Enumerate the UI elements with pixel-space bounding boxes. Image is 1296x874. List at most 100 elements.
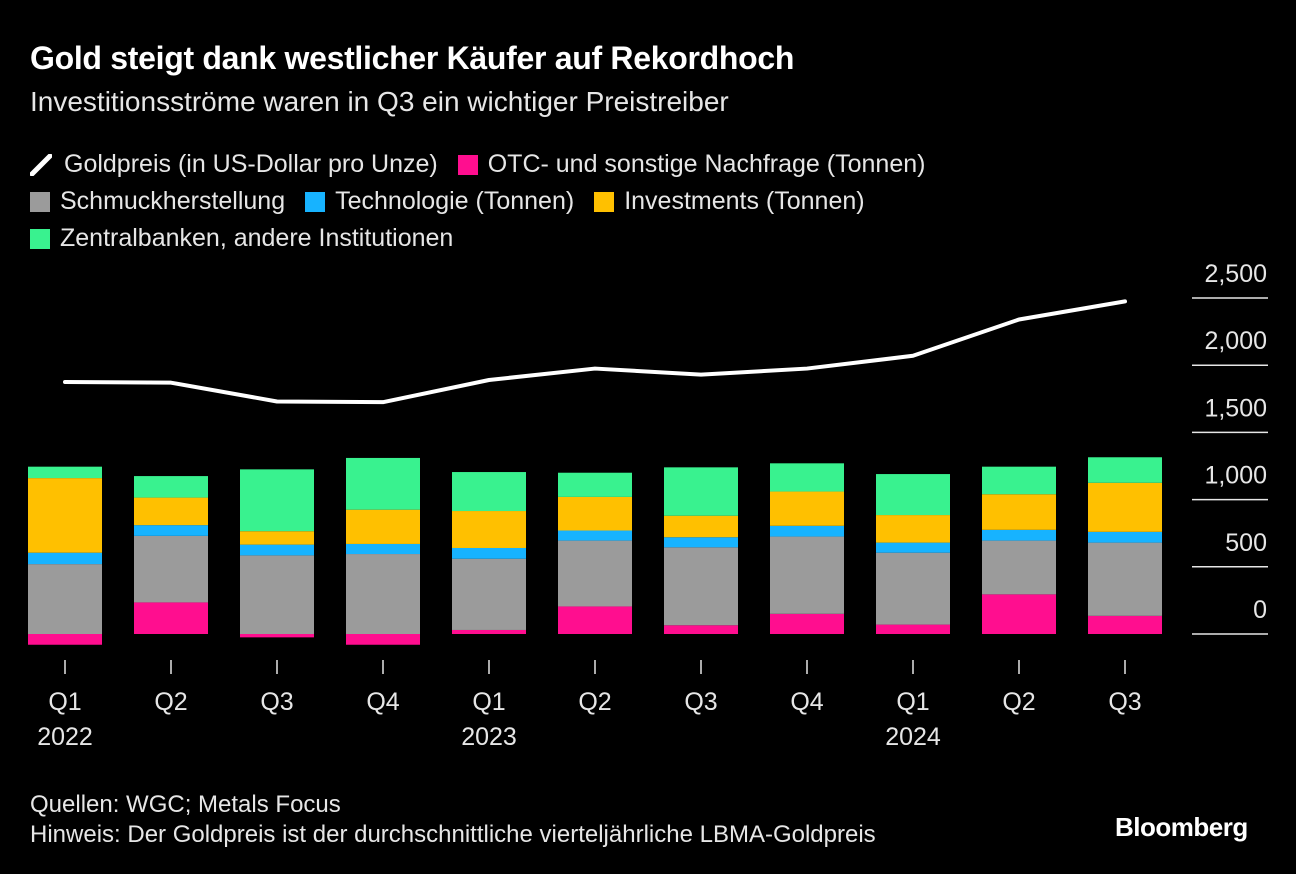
x-axis: Q1 Q2 Q3 Q4 Q1 Q2 Q3 Q4 Q1 Q2 Q3 2022 2023 2024 (37, 660, 1142, 751)
bar-technologie-9 (982, 529, 1056, 541)
bar-otc-9 (982, 594, 1056, 634)
bar-zentralbanken-2 (240, 469, 314, 532)
legend-row-1: Goldpreis (in US-Dollar pro Unze) OTC- u… (30, 146, 1180, 183)
legend-label-zentralbanken: Zentralbanken, andere Institutionen (60, 224, 454, 252)
x-tick-label-4: Q1 (472, 688, 505, 716)
bar-investments-7 (770, 491, 844, 526)
bar-investments-0 (28, 478, 102, 553)
bar-schmuck-1 (134, 535, 208, 603)
bar-zentralbanken-0 (28, 466, 102, 479)
bar-zentralbanken-9 (982, 466, 1056, 495)
bar-schmuck-0 (28, 564, 102, 634)
bar-investments-3 (346, 509, 420, 544)
legend-swatch-schmuck (30, 191, 50, 212)
legend-item-otc: OTC- und sonstige Nachfrage (Tonnen) (457, 150, 926, 179)
x-tick-label-1: Q2 (154, 688, 187, 716)
bar-schmuck-7 (770, 536, 844, 614)
y-tick-label-3: 1,500 (1204, 394, 1267, 422)
bar-otc-8 (876, 624, 950, 634)
bar-technologie-2 (240, 544, 314, 556)
bar-otc-1 (134, 602, 208, 634)
x-tick-label-7: Q4 (790, 688, 823, 716)
bar-investments-1 (134, 497, 208, 526)
bar-technologie-8 (876, 542, 950, 553)
legend-swatch-zentralbanken (30, 228, 50, 249)
y-tick-label-4: 2,000 (1204, 327, 1267, 355)
bar-otc-6 (664, 625, 738, 634)
sources-text: Quellen: WGC; Metals Focus (30, 791, 341, 818)
bar-zentralbanken-3 (346, 457, 420, 510)
footnotes: Quellen: WGC; Metals Focus Hinweis: Der … (30, 790, 876, 850)
x-year-label-2: 2024 (885, 723, 941, 751)
bar-otc-7 (770, 613, 844, 634)
bar-technologie-10 (1088, 531, 1162, 543)
legend-item-schmuck: Schmuckherstellung (30, 187, 285, 216)
legend-label-goldpreis: Goldpreis (in US-Dollar pro Unze) (64, 150, 438, 178)
bar-otc-4 (452, 629, 526, 634)
bar-technologie-0 (28, 552, 102, 565)
bar-investments-9 (982, 494, 1056, 530)
y-tick-label-5: 2,500 (1204, 260, 1267, 288)
x-tick-label-3: Q4 (366, 688, 399, 716)
legend-row-2: Schmuckherstellung Technologie (Tonnen) … (30, 183, 1180, 220)
bar-schmuck-3 (346, 554, 420, 634)
bar-technologie-7 (770, 525, 844, 537)
bar-schmuck-5 (558, 540, 632, 607)
bar-technologie-5 (558, 530, 632, 541)
legend-item-investments: Investments (Tonnen) (594, 187, 865, 216)
chart-subtitle: Investitionsströme waren in Q3 ein wicht… (30, 86, 729, 117)
legend-item-goldpreis: Goldpreis (in US-Dollar pro Unze) (30, 150, 438, 179)
bar-zentralbanken-1 (134, 476, 208, 498)
bar-technologie-6 (664, 537, 738, 548)
x-tick-label-10: Q3 (1108, 688, 1141, 716)
bar-investments-2 (240, 531, 314, 545)
bar-schmuck-10 (1088, 542, 1162, 616)
legend-row-3: Zentralbanken, andere Institutionen (30, 220, 1180, 257)
bar-zentralbanken-8 (876, 474, 950, 516)
legend-label-technologie: Technologie (Tonnen) (335, 187, 575, 215)
x-tick-label-8: Q1 (896, 688, 929, 716)
x-tick-label-2: Q3 (260, 688, 293, 716)
bars-layer (28, 457, 1162, 645)
bar-investments-5 (558, 496, 632, 531)
legend-item-zentralbanken: Zentralbanken, andere Institutionen (30, 224, 453, 253)
legend-label-investments: Investments (Tonnen) (624, 187, 865, 215)
legend-swatch-investments (594, 191, 615, 212)
bar-investments-6 (664, 515, 738, 538)
y-tick-label-0: 0 (1253, 596, 1267, 624)
goldpreis-line (63, 299, 1127, 405)
bar-schmuck-8 (876, 552, 950, 625)
bar-zentralbanken-10 (1088, 457, 1162, 483)
bar-investments-10 (1088, 482, 1162, 532)
bar-zentralbanken-6 (664, 467, 738, 516)
bar-schmuck-4 (452, 558, 526, 630)
legend-item-technologie: Technologie (Tonnen) (305, 187, 574, 216)
bar-schmuck-9 (982, 540, 1056, 595)
note-text: Hinweis: Der Goldpreis ist der durchschn… (30, 821, 876, 848)
x-tick-label-9: Q2 (1002, 688, 1035, 716)
legend-label-schmuck: Schmuckherstellung (60, 187, 286, 215)
price-line-layer (63, 299, 1127, 405)
bar-otc-2 (240, 634, 314, 638)
y-tick-label-1: 500 (1225, 529, 1267, 557)
bar-schmuck-2 (240, 555, 314, 634)
bar-technologie-1 (134, 525, 208, 536)
bar-otc-0 (28, 634, 102, 645)
legend-swatch-technologie (305, 191, 326, 212)
bar-investments-4 (452, 511, 526, 548)
bar-otc-10 (1088, 615, 1162, 634)
bar-otc-3 (346, 634, 420, 645)
bar-zentralbanken-4 (452, 472, 526, 512)
y-tick-label-2: 1,000 (1204, 462, 1267, 490)
legend-label-otc: OTC- und sonstige Nachfrage (Tonnen) (487, 150, 926, 178)
x-year-label-0: 2022 (37, 723, 93, 751)
x-tick-label-6: Q3 (684, 688, 717, 716)
chart-title: Gold steigt dank westlicher Käufer auf R… (30, 40, 795, 76)
bar-zentralbanken-5 (558, 472, 632, 497)
bar-zentralbanken-7 (770, 463, 844, 492)
x-tick-label-0: Q1 (48, 688, 81, 716)
bar-otc-5 (558, 606, 632, 634)
legend: Goldpreis (in US-Dollar pro Unze) OTC- u… (30, 146, 1180, 257)
y-axis: 0 500 1,000 1,500 2,000 2,500 (1192, 260, 1268, 635)
